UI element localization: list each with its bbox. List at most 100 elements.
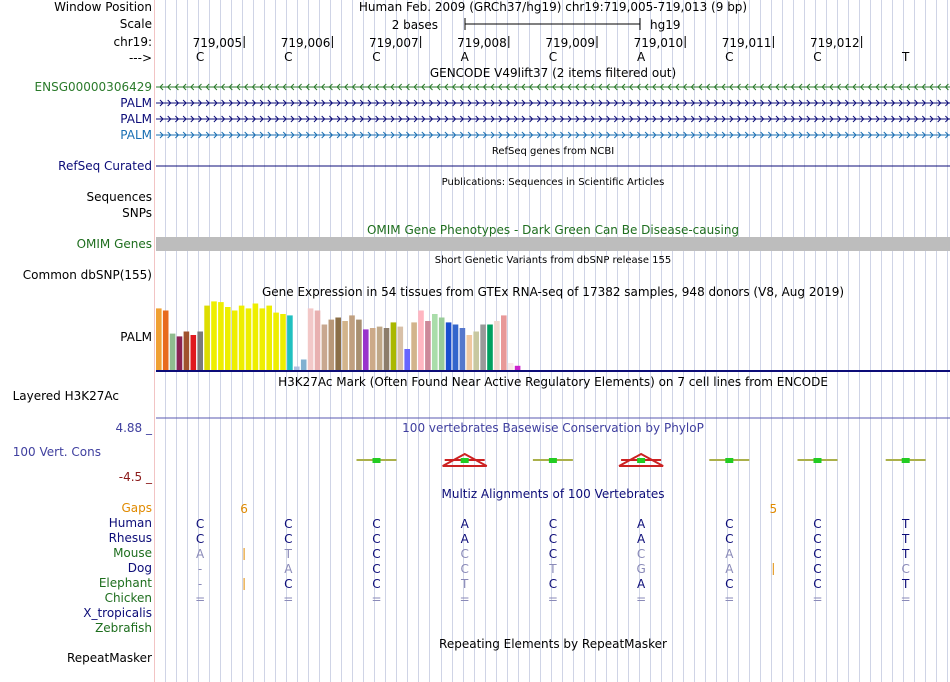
gtex-tissue-bar[interactable] [218, 302, 224, 370]
strand-chevron [613, 131, 619, 139]
gencode-label-3[interactable]: PALM [120, 128, 152, 142]
publications-label[interactable]: Sequences [86, 190, 152, 204]
gtex-tissue-bar[interactable] [287, 315, 293, 370]
gtex-tissue-bar[interactable] [162, 310, 169, 371]
gtex-tissue-bar[interactable] [383, 328, 390, 370]
grid-line [760, 0, 762, 682]
gtex-tissue-bar[interactable] [176, 336, 183, 370]
gtex-tissue-bar[interactable] [307, 308, 314, 370]
species-label-zebrafish[interactable]: Zebrafish [95, 621, 152, 635]
strand-chevron [352, 131, 357, 139]
gtex-tissue-bar[interactable] [404, 349, 410, 370]
gtex-tissue-bar[interactable] [445, 322, 452, 370]
gtex-tissue-bar[interactable] [514, 365, 521, 370]
gtex-tissue-bar[interactable] [507, 363, 514, 370]
omim-gene-bar[interactable] [156, 237, 950, 251]
gtex-tissue-bar[interactable] [252, 303, 259, 371]
strand-chevron [629, 131, 634, 139]
gtex-label[interactable]: PALM [120, 330, 152, 344]
gtex-tissue-bar[interactable] [225, 307, 231, 370]
gtex-tissue-bar[interactable] [266, 305, 272, 370]
gencode-label-2[interactable]: PALM [120, 112, 152, 126]
gtex-tissue-bar[interactable] [259, 308, 266, 370]
strand-chevron [567, 99, 572, 107]
species-label-rhesus[interactable]: Rhesus [108, 531, 152, 545]
species-label-elephant[interactable]: Elephant [98, 576, 152, 590]
strand-chevron [644, 99, 649, 107]
strand-chevron [506, 115, 511, 123]
repeatmasker-label[interactable]: RepeatMasker [66, 651, 152, 665]
dbsnp-label[interactable]: Common dbSNP(155) [22, 268, 152, 282]
gtex-tissue-bar[interactable] [459, 328, 466, 370]
gtex-tissue-bar[interactable] [397, 326, 404, 370]
window-position-label[interactable]: Window Position [54, 0, 152, 14]
gtex-tissue-bar[interactable] [294, 366, 300, 371]
gtex-tissue-bar[interactable] [363, 329, 369, 370]
track-area[interactable]: Human Feb. 2009 (GRCh37/hg19) chr19:719,… [156, 0, 950, 682]
grid-line [859, 0, 861, 682]
species-label-xtropicalis[interactable]: X_tropicalis [83, 606, 152, 620]
grid-line [396, 0, 398, 682]
strand-arrow-label[interactable]: ---> [128, 51, 152, 65]
gtex-tissue-bar[interactable] [204, 305, 210, 370]
gtex-tissue-bar[interactable] [328, 319, 335, 370]
gtex-tissue-bar[interactable] [280, 314, 286, 370]
gtex-tissue-bar[interactable] [314, 310, 321, 371]
gtex-tissue-bar[interactable] [369, 328, 376, 370]
gtex-tissue-bar[interactable] [452, 324, 459, 371]
gtex-tissue-bar[interactable] [501, 315, 507, 370]
gtex-tissue-bar[interactable] [473, 331, 479, 371]
gtex-tissue-bar[interactable] [432, 314, 438, 370]
strand-chevron [213, 99, 218, 107]
gtex-tissue-bar[interactable] [480, 324, 486, 371]
refseq-label[interactable]: RefSeq Curated [58, 159, 152, 173]
gtex-tissue-bar[interactable] [425, 321, 431, 370]
strand-chevron [806, 115, 811, 123]
strand-chevron [844, 83, 849, 91]
gtex-tissue-bar[interactable] [376, 326, 383, 370]
gtex-tissue-bar[interactable] [183, 331, 190, 371]
gtex-tissue-bar[interactable] [494, 321, 500, 370]
omim-label[interactable]: OMIM Genes [76, 237, 152, 251]
strand-chevron [313, 115, 318, 123]
scale-label[interactable]: Scale [119, 17, 152, 31]
gtex-tissue-bar[interactable] [356, 319, 362, 370]
gtex-tissue-bar[interactable] [466, 335, 473, 370]
gtex-tissue-bar[interactable] [487, 324, 493, 371]
phylop-label[interactable]: 100 Vert. Cons [12, 445, 101, 459]
gtex-tissue-bar[interactable] [156, 308, 162, 370]
gencode-label-1[interactable]: PALM [120, 96, 152, 110]
gtex-tissue-bar[interactable] [300, 359, 307, 371]
gtex-tissue-bar[interactable] [273, 312, 279, 370]
gtex-tissue-bar[interactable] [238, 305, 245, 370]
strand-chevron [883, 83, 888, 91]
species-label-mouse[interactable]: Mouse [113, 546, 152, 560]
gtex-tissue-bar[interactable] [411, 322, 417, 370]
h3k27ac-label[interactable]: Layered H3K27Ac [12, 389, 119, 403]
strand-chevron [197, 83, 202, 91]
gtex-tissue-bar[interactable] [231, 310, 238, 371]
gtex-tissue-bar[interactable] [321, 324, 328, 371]
gtex-tissue-bar[interactable] [169, 333, 176, 370]
strand-chevron [583, 131, 588, 139]
gtex-tissue-bar[interactable] [197, 331, 203, 371]
gtex-tissue-bar[interactable] [211, 301, 217, 370]
gtex-tissue-bar[interactable] [342, 321, 348, 370]
strand-chevron [359, 115, 364, 123]
strand-chevron [844, 115, 850, 123]
gencode-label-0[interactable]: ENSG00000306429 [34, 80, 152, 94]
snps-label[interactable]: SNPs [122, 206, 152, 220]
species-label-dog[interactable]: Dog [127, 561, 152, 575]
species-label-chicken[interactable]: Chicken [104, 591, 152, 605]
strand-chevron [290, 131, 295, 139]
gtex-tissue-bar[interactable] [349, 315, 355, 370]
gtex-tissue-bar[interactable] [390, 322, 397, 370]
gtex-tissue-bar[interactable] [335, 317, 341, 371]
strand-chevron [290, 99, 295, 107]
chrom-label[interactable]: chr19: [113, 35, 152, 49]
gtex-tissue-bar[interactable] [418, 310, 424, 371]
gtex-tissue-bar[interactable] [438, 317, 445, 371]
species-label-human[interactable]: Human [108, 516, 152, 530]
gtex-tissue-bar[interactable] [190, 335, 197, 370]
gtex-tissue-bar[interactable] [245, 308, 252, 370]
